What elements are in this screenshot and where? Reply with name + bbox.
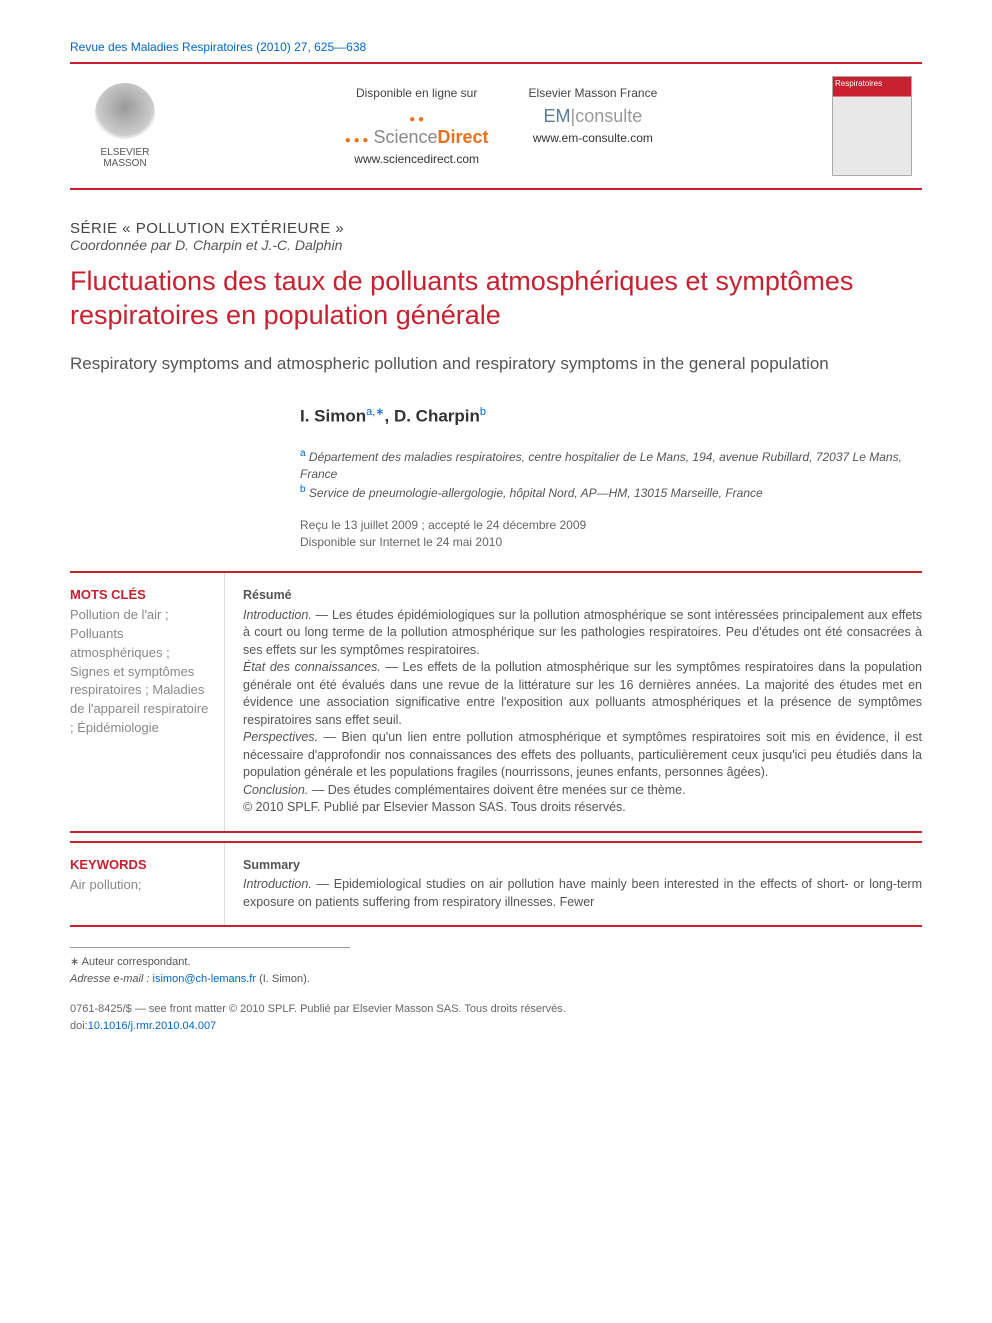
motscles-heading: MOTS CLÉS [70, 587, 212, 602]
online-date: Disponible sur Internet le 24 mai 2010 [300, 534, 922, 551]
summary-heading: Summary [243, 857, 922, 875]
corresponding-author: ∗ Auteur correspondant. [70, 954, 350, 971]
sd-url[interactable]: www.sciencedirect.com [345, 152, 489, 166]
cover-title: Respiratoires [835, 79, 909, 88]
resume-intro: Introduction. — Les études épidémiologiq… [243, 607, 922, 660]
resume-perspectives: Perspectives. — Bien qu'un lien entre po… [243, 729, 922, 782]
motscles-column: MOTS CLÉS Pollution de l'air ; Polluants… [70, 573, 225, 831]
footnotes: ∗ Auteur correspondant. Adresse e-mail :… [70, 947, 350, 987]
front-matter-line: 0761-8425/$ — see front matter © 2010 SP… [70, 1001, 922, 1018]
series-block: SÉRIE « POLLUTION EXTÉRIEURE » Coordonné… [70, 220, 922, 253]
summary-intro: Introduction. — Epidemiological studies … [243, 876, 922, 911]
keywords-heading: KEYWORDS [70, 857, 212, 872]
doi-link[interactable]: 10.1016/j.rmr.2010.04.007 [88, 1020, 216, 1032]
journal-cover-thumbnail: Respiratoires [832, 76, 912, 176]
article-subtitle: Respiratory symptoms and atmospheric pol… [70, 353, 922, 376]
summary-column: Summary Introduction. — Epidemiological … [225, 843, 922, 926]
elsevier-logo: ELSEVIER MASSON [80, 83, 170, 169]
footer-copyright: 0761-8425/$ — see front matter © 2010 SP… [70, 1001, 922, 1034]
doi-line: doi:10.1016/j.rmr.2010.04.007 [70, 1018, 922, 1035]
dates-block: Reçu le 13 juillet 2009 ; accepté le 24 … [300, 517, 922, 551]
keywords-list: Air pollution; [70, 876, 212, 895]
motscles-list: Pollution de l'air ; Polluants atmosphér… [70, 606, 212, 738]
publisher-header: ELSEVIER MASSON Disponible en ligne sur … [70, 64, 922, 190]
email-line: Adresse e-mail : isimon@ch-lemans.fr (I.… [70, 971, 350, 988]
em-label: Elsevier Masson France [529, 86, 658, 100]
emconsulte-logo: EM|consulte [529, 106, 658, 127]
keywords-column: KEYWORDS Air pollution; [70, 843, 225, 926]
article-title: Fluctuations des taux de polluants atmos… [70, 265, 922, 333]
resume-section: MOTS CLÉS Pollution de l'air ; Polluants… [70, 571, 922, 833]
elsevier-tree-icon [95, 83, 155, 143]
affiliations: a Département des maladies respiratoires… [300, 447, 922, 501]
series-coordinator: Coordonnée par D. Charpin et J.-C. Dalph… [70, 237, 922, 253]
authors-block: I. Simona,∗, D. Charpinb a Département d… [300, 405, 922, 551]
series-title: SÉRIE « POLLUTION EXTÉRIEURE » [70, 220, 922, 237]
resume-heading: Résumé [243, 587, 922, 605]
resume-copyright: © 2010 SPLF. Publié par Elsevier Masson … [243, 799, 922, 817]
resume-etat: État des connaissances. — Les effets de … [243, 659, 922, 729]
summary-section: KEYWORDS Air pollution; Summary Introduc… [70, 841, 922, 928]
resume-conclusion: Conclusion. — Des études complémentaires… [243, 782, 922, 800]
journal-reference: Revue des Maladies Respiratoires (2010) … [70, 40, 922, 54]
emconsulte-block: Elsevier Masson France EM|consulte www.e… [529, 86, 658, 166]
email-link[interactable]: isimon@ch-lemans.fr [153, 973, 256, 985]
sciencedirect-block: Disponible en ligne sur ● ●● ● ● Science… [345, 86, 489, 166]
sciencedirect-logo: ● ●● ● ● ScienceDirect [345, 106, 489, 148]
header-links: Disponible en ligne sur ● ●● ● ● Science… [190, 86, 812, 166]
em-url[interactable]: www.em-consulte.com [529, 131, 658, 145]
sd-label: Disponible en ligne sur [345, 86, 489, 100]
elsevier-label: ELSEVIER MASSON [80, 147, 170, 169]
resume-column: Résumé Introduction. — Les études épidém… [225, 573, 922, 831]
authors-line: I. Simona,∗, D. Charpinb [300, 405, 922, 427]
received-date: Reçu le 13 juillet 2009 ; accepté le 24 … [300, 517, 922, 534]
